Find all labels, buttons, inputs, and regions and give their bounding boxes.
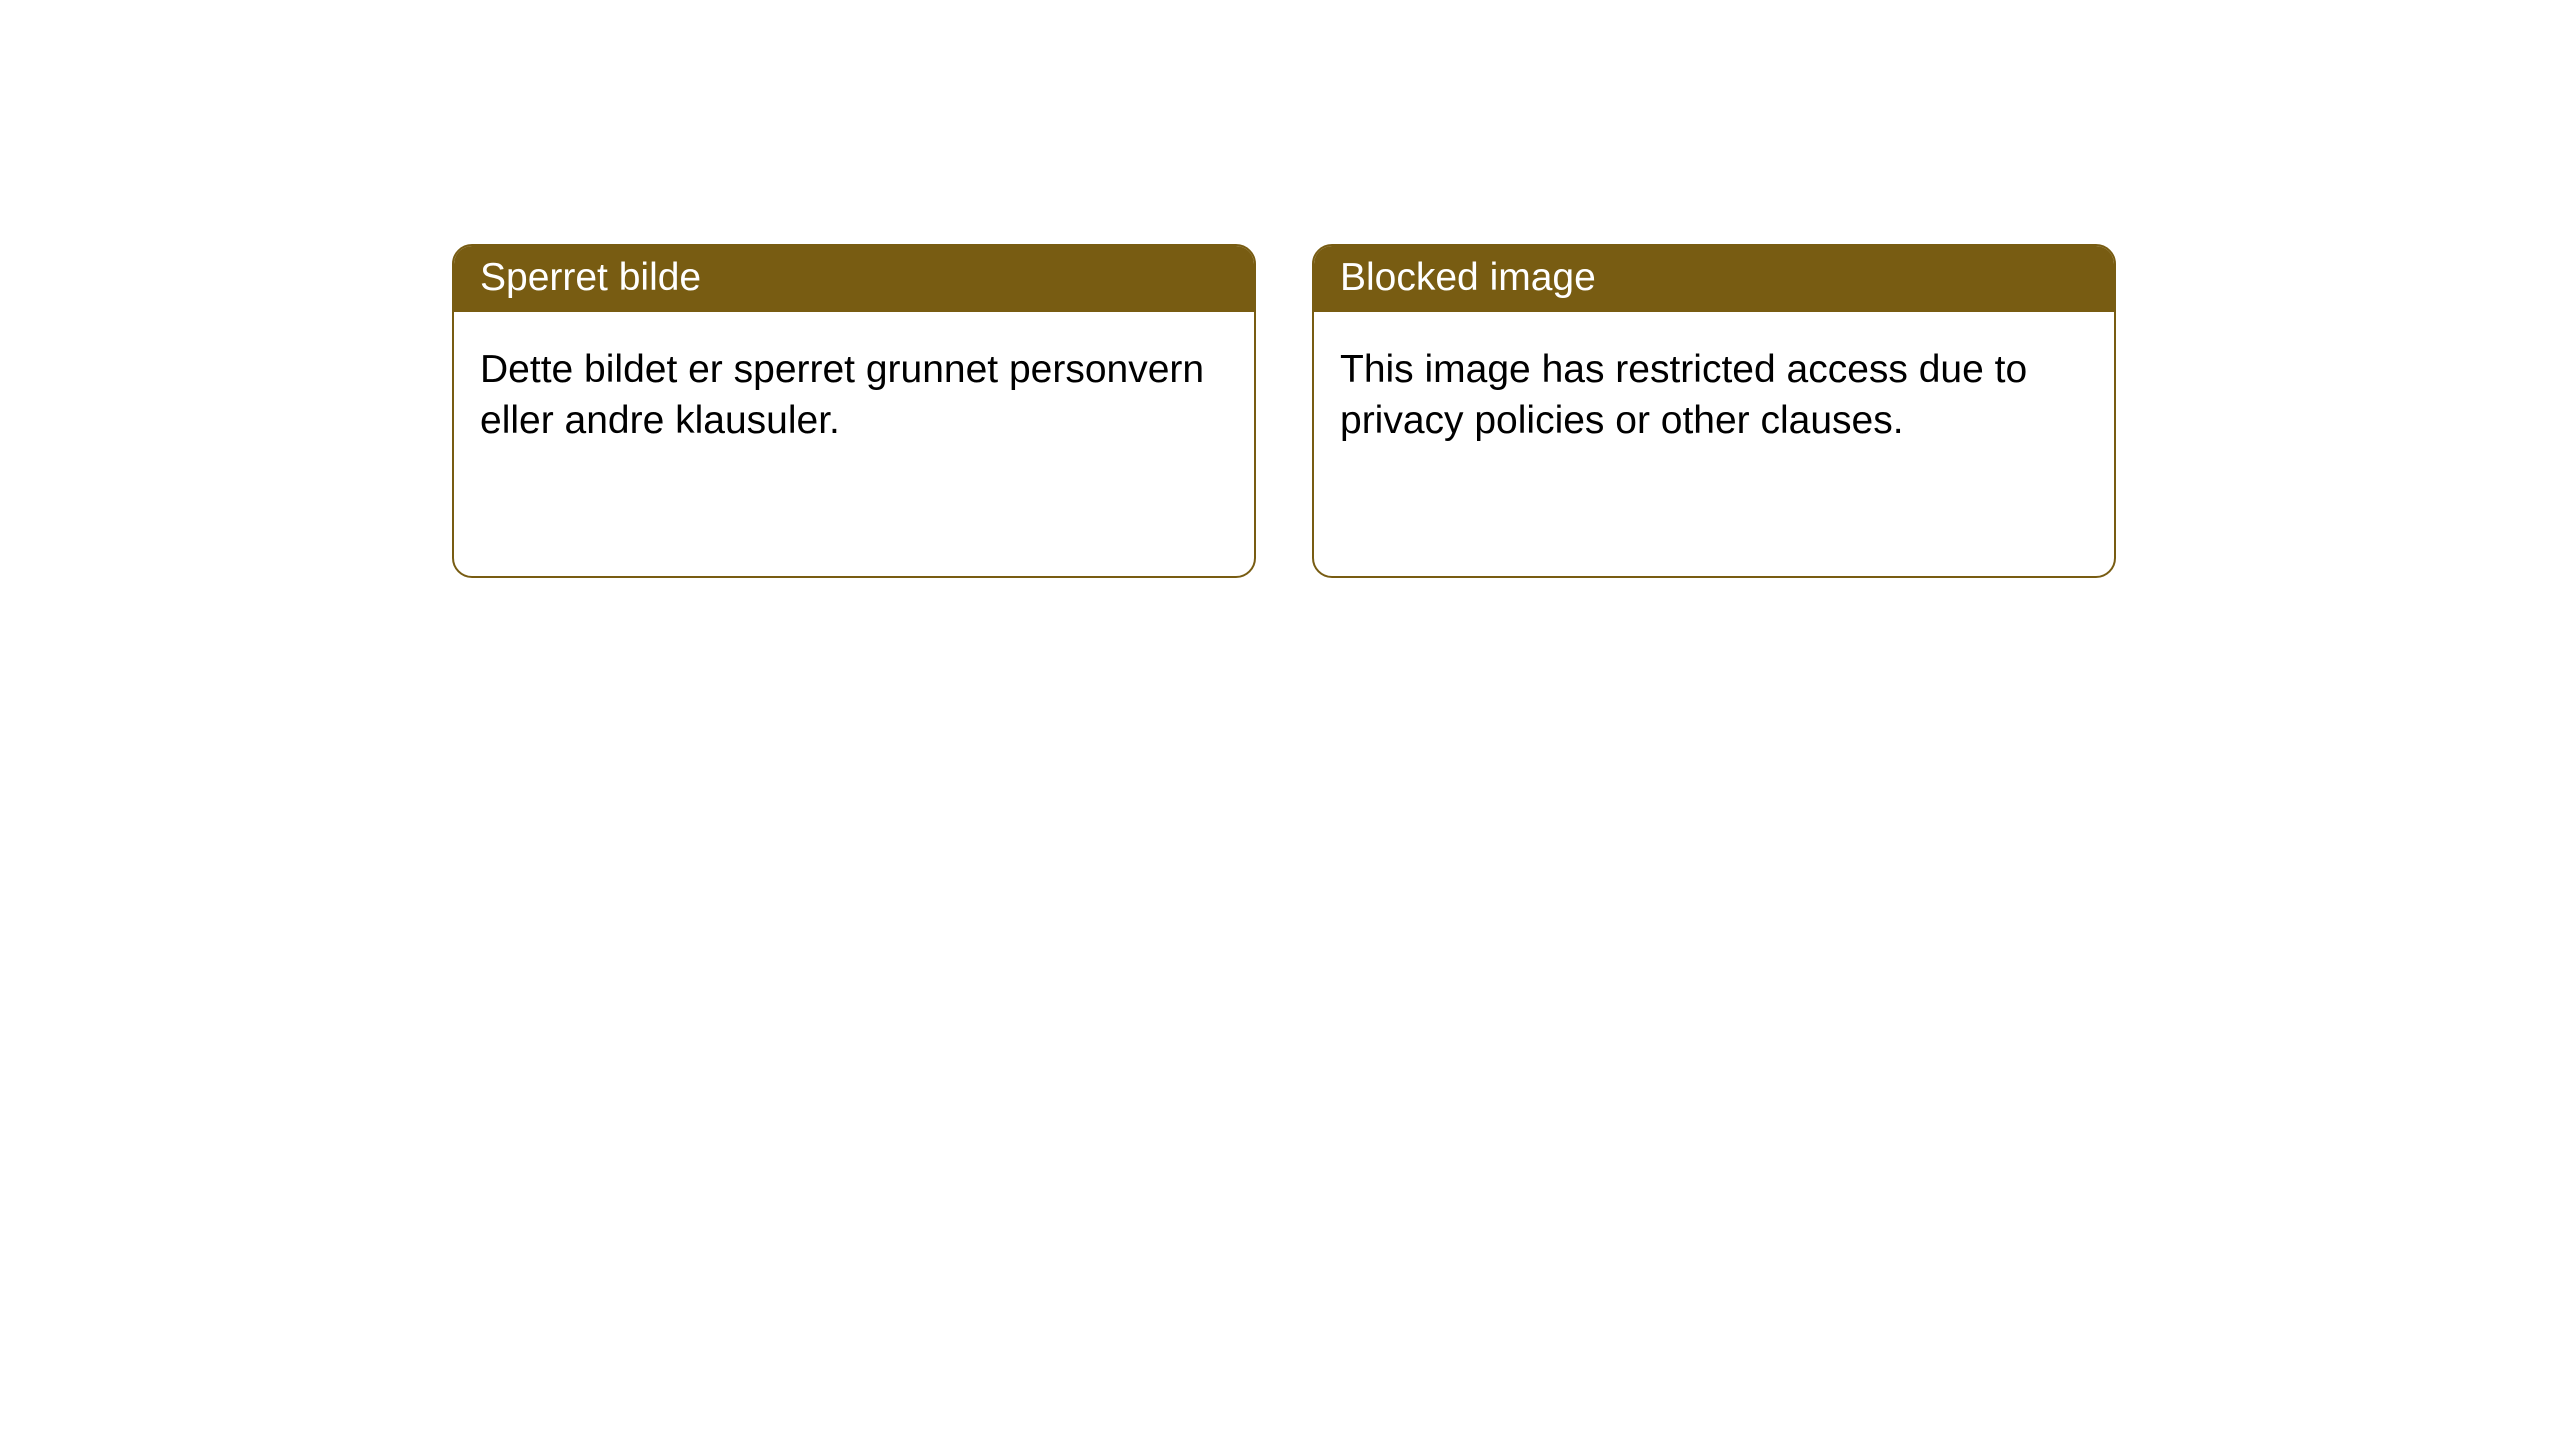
card-title-no: Sperret bilde xyxy=(454,246,1254,312)
blocked-image-card-en: Blocked image This image has restricted … xyxy=(1312,244,2116,578)
card-title-en: Blocked image xyxy=(1314,246,2114,312)
card-body-en: This image has restricted access due to … xyxy=(1314,312,2114,447)
notice-container: Sperret bilde Dette bildet er sperret gr… xyxy=(0,0,2560,578)
blocked-image-card-no: Sperret bilde Dette bildet er sperret gr… xyxy=(452,244,1256,578)
card-body-no: Dette bildet er sperret grunnet personve… xyxy=(454,312,1254,447)
